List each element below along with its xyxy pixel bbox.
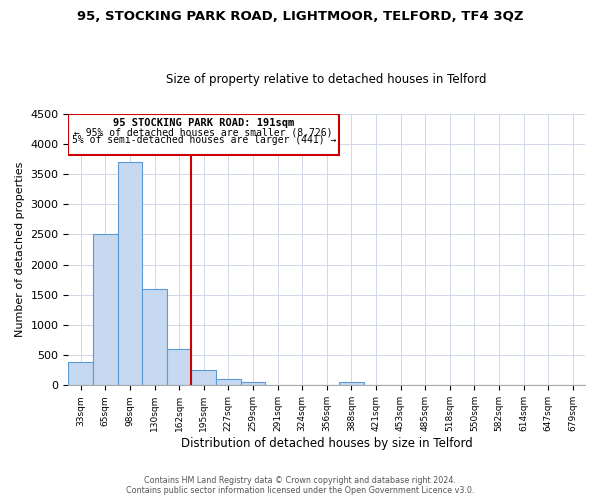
FancyBboxPatch shape xyxy=(68,114,339,154)
Text: 5% of semi-detached houses are larger (441) →: 5% of semi-detached houses are larger (4… xyxy=(71,136,336,145)
Bar xyxy=(142,288,167,386)
Text: ← 95% of detached houses are smaller (8,726): ← 95% of detached houses are smaller (8,… xyxy=(74,128,333,138)
Text: 95 STOCKING PARK ROAD: 191sqm: 95 STOCKING PARK ROAD: 191sqm xyxy=(113,118,295,128)
Bar xyxy=(339,382,364,386)
Bar xyxy=(118,162,142,386)
X-axis label: Distribution of detached houses by size in Telford: Distribution of detached houses by size … xyxy=(181,437,473,450)
Title: Size of property relative to detached houses in Telford: Size of property relative to detached ho… xyxy=(166,73,487,86)
Bar xyxy=(68,362,93,386)
Text: 95, STOCKING PARK ROAD, LIGHTMOOR, TELFORD, TF4 3QZ: 95, STOCKING PARK ROAD, LIGHTMOOR, TELFO… xyxy=(77,10,523,23)
Text: Contains HM Land Registry data © Crown copyright and database right 2024.
Contai: Contains HM Land Registry data © Crown c… xyxy=(126,476,474,495)
Bar xyxy=(191,370,216,386)
Bar xyxy=(167,349,191,386)
Bar xyxy=(93,234,118,386)
Bar xyxy=(241,382,265,386)
Y-axis label: Number of detached properties: Number of detached properties xyxy=(15,162,25,337)
Bar xyxy=(216,380,241,386)
